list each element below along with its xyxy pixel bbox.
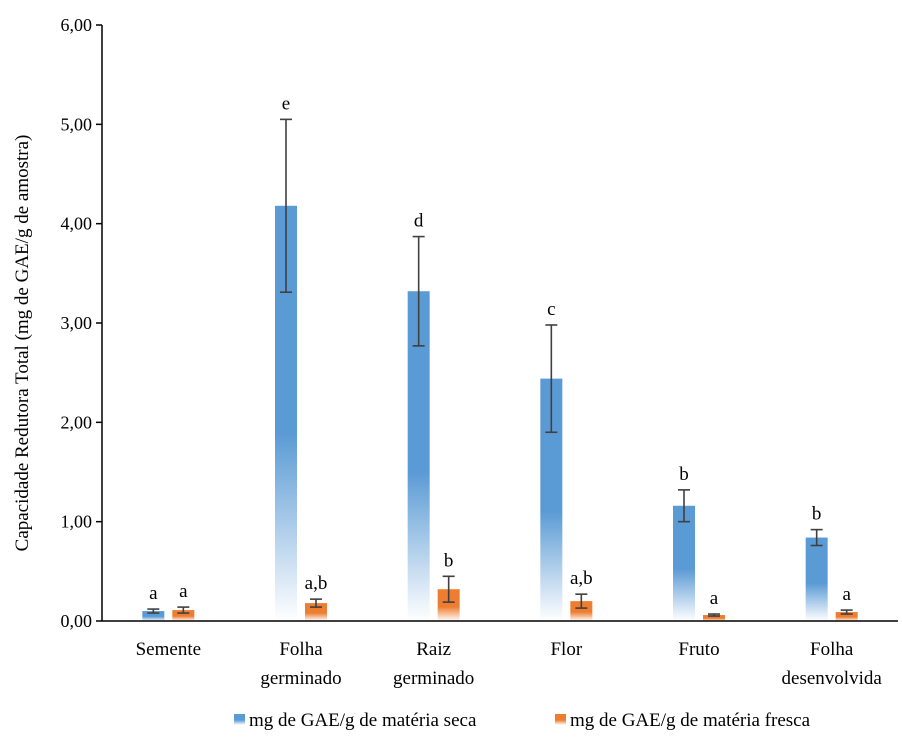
bar-fresca-5 [835,612,858,621]
error-bar-fresca-2 [442,575,455,603]
significance-label-fresca-5: a [842,584,851,605]
bar-seca-5 [805,537,828,621]
legend-swatch-0 [234,714,245,725]
error-bar-fresca-5 [840,609,853,615]
x-category-label-0: Semente [136,639,201,660]
legend-label-0: mg de GAE/g de matéria seca [249,710,477,731]
bar-fresca-3 [570,601,593,621]
y-tick-label: 6,00 [61,15,93,35]
axes-layer [96,24,898,622]
error-bar-fresca-0 [177,606,190,614]
x-category-label-2: Raiz germinado [393,639,474,689]
error-bar-fresca-4 [708,613,720,617]
error-bar-seca-5 [810,528,823,547]
y-tick-label: 4,00 [61,214,93,234]
significance-label-seca-2: d [414,211,424,232]
significance-label-seca-1: e [282,93,290,114]
bar-fresca-0 [172,610,195,621]
bar-seca-4 [673,505,695,621]
error-bar-fresca-1 [310,598,322,608]
error-bar-seca-4 [678,489,690,523]
significance-label-fresca-3: a,b [570,568,593,589]
x-category-label-4: Fruto [678,639,719,660]
error-bar-seca-0 [147,608,160,614]
bars-layer [142,118,858,621]
y-tick-label: 1,00 [61,512,93,532]
bar-fresca-2 [437,589,460,621]
significance-label-seca-4: b [679,464,689,485]
x-category-label-3: Flor [550,639,582,660]
y-tick-label: 0,00 [61,611,93,631]
y-tick-label: 5,00 [61,114,93,134]
error-bar-fresca-3 [575,593,588,609]
error-bar-seca-3 [545,324,558,434]
significance-label-fresca-2: b [444,550,454,571]
legend-label-1: mg de GAE/g de matéria fresca [570,710,811,731]
bar-seca-3 [540,378,563,621]
significance-label-seca-3: c [547,299,555,320]
error-bar-seca-2 [412,235,425,347]
legend: mg de GAE/g de matéria seca mg de GAE/g d… [234,710,811,731]
x-category-label-5: Folha desenvolvida [782,639,883,689]
y-tick-label: 3,00 [61,313,93,333]
significance-label-seca-5: b [812,504,822,525]
legend-swatch-1 [555,714,566,725]
bar-seca-0 [142,611,165,621]
significance-label-fresca-0: a [179,581,188,602]
bar-seca-2 [407,291,430,621]
bar-seca-1 [275,205,297,621]
bar-fresca-4 [703,615,725,621]
significance-label-fresca-4: a [710,588,719,609]
x-category-label-1: Folha germinado [260,639,341,689]
error-bar-seca-1 [280,118,292,294]
significance-label-fresca-1: a,b [305,573,328,594]
y-tick-label: 2,00 [61,412,93,432]
significance-label-seca-0: a [149,583,158,604]
y-axis-title: Capacidade Redutora Total (mg de GAE/g d… [12,135,33,552]
